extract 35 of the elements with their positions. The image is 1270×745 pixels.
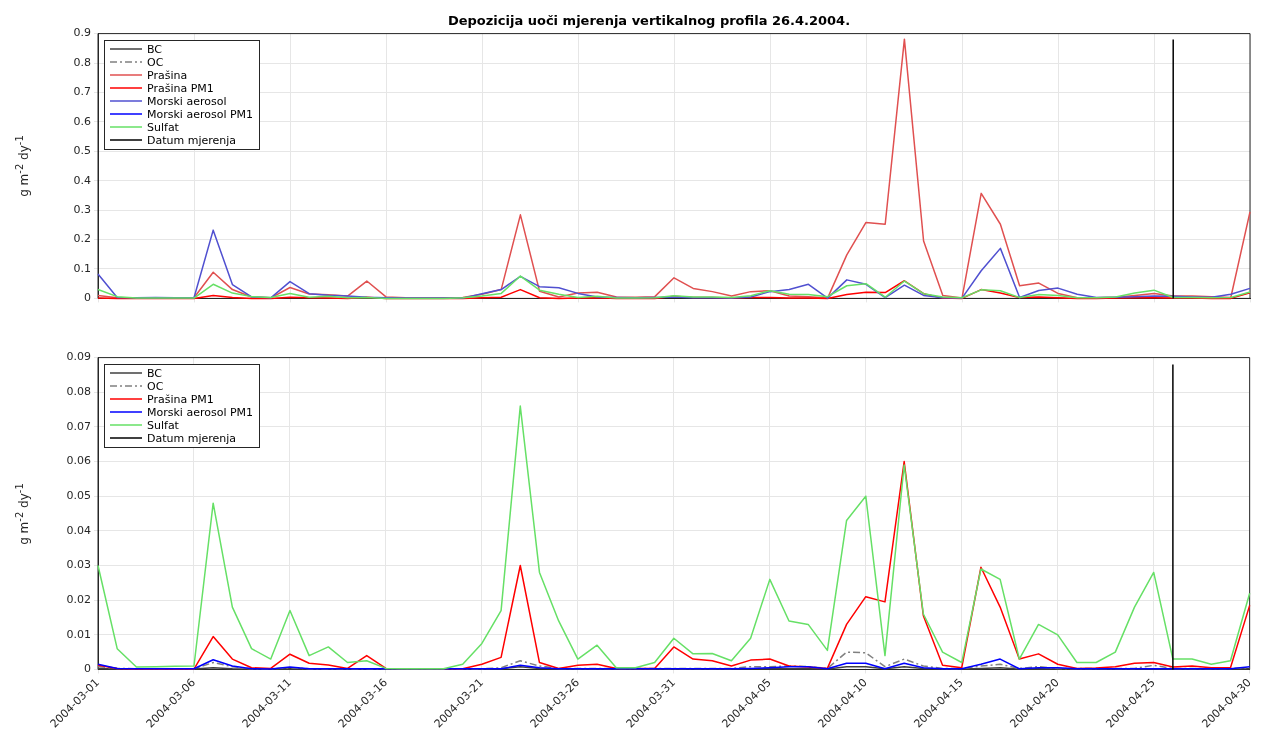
legend-label: OC [147, 379, 164, 393]
legend-label: BC [147, 42, 163, 56]
y-tick-label: 0.4 [73, 173, 91, 187]
legend-label: Prašina PM1 [147, 392, 214, 406]
chart-title: Depozicija uoči mjerenja vertikalnog profila 26.4.2004. [447, 13, 851, 29]
y-tick-label: 0.06 [66, 454, 91, 468]
legend-label: Prašina PM1 [147, 81, 214, 95]
legend-label: Sulfat [147, 120, 179, 134]
y-tick-label: 0.09 [66, 350, 91, 364]
y-tick-label: 0.03 [66, 558, 91, 572]
y-tick-label: 0.2 [73, 232, 91, 246]
y-tick-label: 0 [84, 662, 91, 676]
y-tick-label: 0.02 [66, 593, 91, 607]
y-tick-label: 0.9 [73, 26, 91, 40]
legend-label: Prašina [147, 68, 188, 82]
legend-label: BC [147, 366, 163, 380]
y-tick-label: 0.01 [66, 627, 91, 641]
legend-label: Datum mjerenja [147, 431, 237, 445]
y-tick-label: 0.3 [73, 202, 91, 216]
y-tick-label: 0.08 [66, 385, 91, 399]
legend-label: Sulfat [147, 418, 179, 432]
y-tick-label: 0.8 [73, 55, 91, 69]
y-tick-label: 0.07 [66, 419, 91, 433]
y-tick-label: 0.05 [66, 489, 91, 503]
legend-label: Datum mjerenja [147, 133, 237, 147]
legend-label: Morski aerosol PM1 [147, 405, 254, 419]
y-tick-label: 0.04 [66, 523, 91, 537]
y-tick-label: 0.1 [73, 261, 91, 275]
y-tick-label: 0.7 [73, 85, 91, 99]
y-tick-label: 0.6 [73, 114, 91, 128]
legend-label: OC [147, 55, 164, 69]
legend-label: Morski aerosol [147, 94, 227, 108]
y-tick-label: 0.5 [73, 144, 91, 158]
y-tick-label: 0 [84, 291, 91, 305]
legend-label: Morski aerosol PM1 [147, 107, 254, 121]
